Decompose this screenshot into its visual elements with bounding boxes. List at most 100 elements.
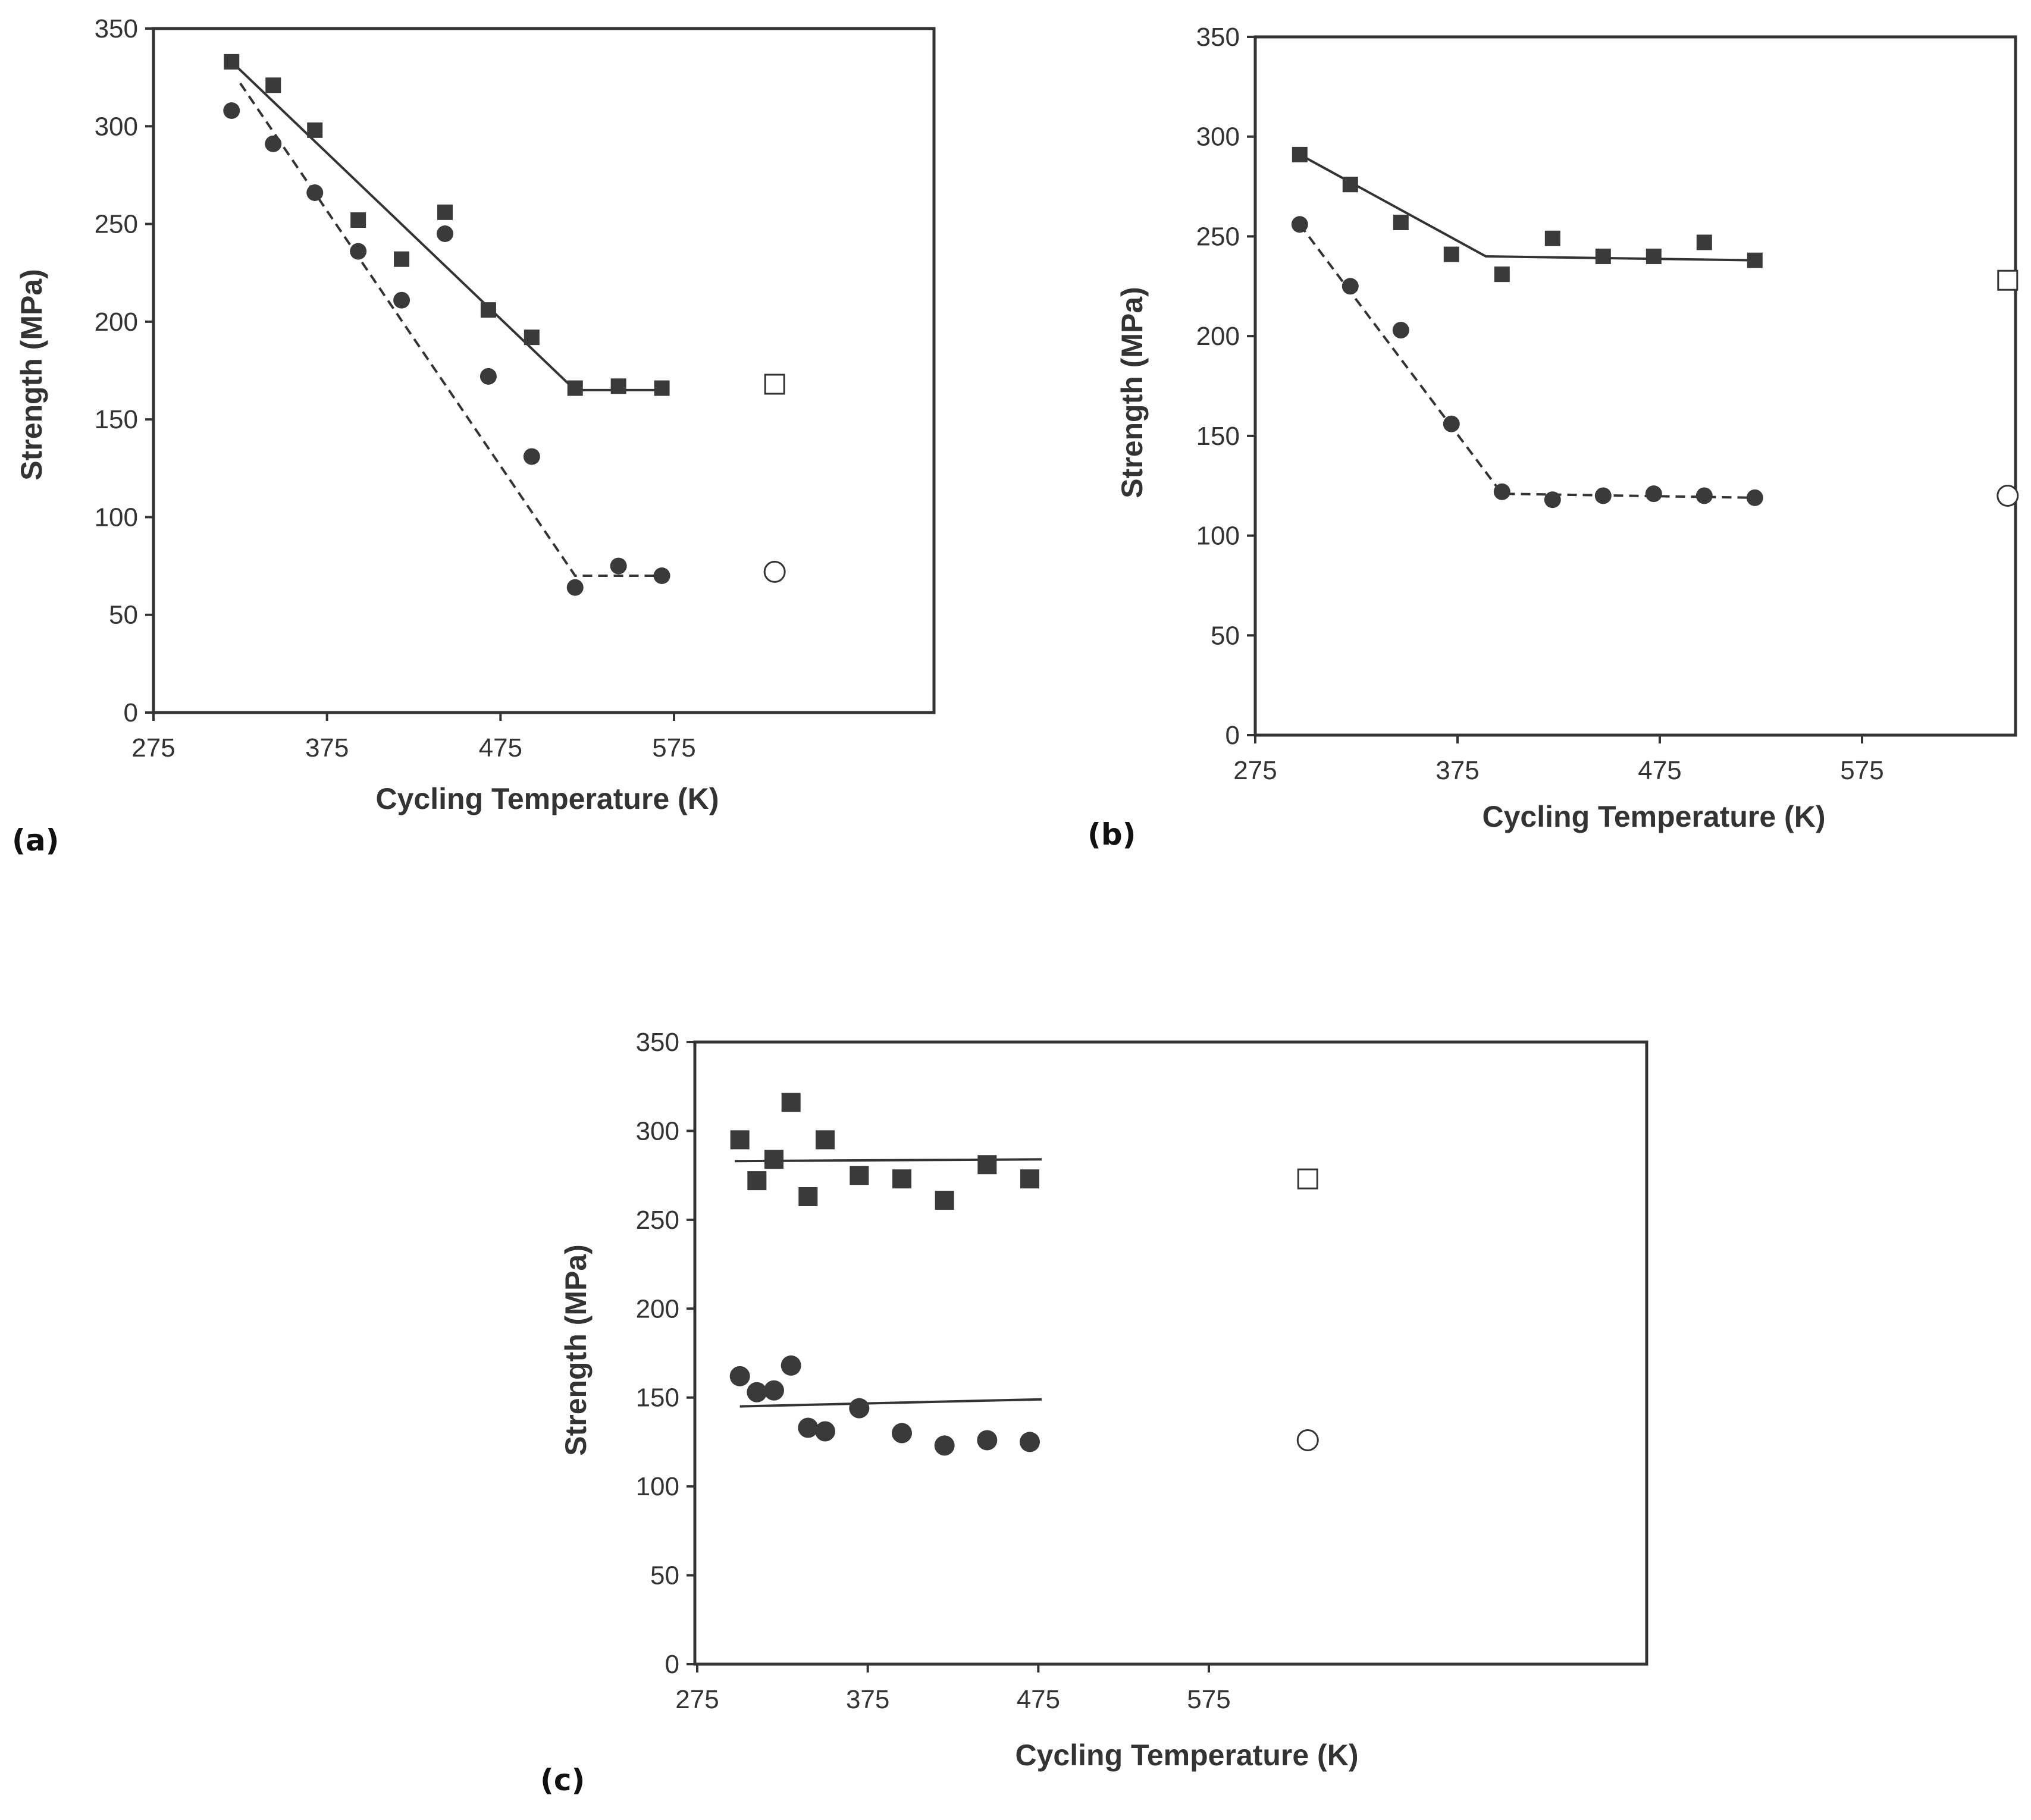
x-tick-label: 375 <box>305 733 349 762</box>
circle-data-point <box>306 184 324 201</box>
circle-data-point <box>1746 489 1763 506</box>
circle-data-point <box>798 1417 819 1438</box>
square-data-point <box>1292 146 1308 162</box>
square-data-point <box>224 54 240 70</box>
y-tick-label: 0 <box>665 1650 679 1679</box>
square-data-point <box>394 251 410 267</box>
y-axis-title: Strength (MPa) <box>559 1244 593 1456</box>
y-axis-title: Strength (MPa) <box>1115 287 1149 498</box>
y-tick-label: 150 <box>636 1383 679 1413</box>
circle-data-point <box>1392 322 1409 339</box>
circle-data-point <box>350 243 367 260</box>
y-tick-label: 200 <box>95 307 138 337</box>
y-tick-label: 0 <box>124 698 138 727</box>
square-data-point <box>747 1171 767 1191</box>
y-tick-label: 300 <box>1196 123 1240 152</box>
square-data-point <box>850 1166 869 1185</box>
y-tick-label: 350 <box>95 14 138 43</box>
x-tick-label: 375 <box>1436 756 1479 785</box>
square-data-point <box>1443 246 1459 262</box>
square-data-point <box>265 77 281 93</box>
circle-data-point <box>892 1423 912 1444</box>
plot-frame <box>152 27 936 714</box>
square-data-point <box>350 212 366 228</box>
circle-data-point <box>1645 485 1662 503</box>
reference-open-square <box>764 374 785 395</box>
circle-data-point <box>1544 491 1561 509</box>
y-tick-label: 50 <box>1211 621 1240 650</box>
circle-data-point <box>815 1421 835 1442</box>
plot-frame <box>693 1040 1648 1666</box>
x-tick-label: 575 <box>1187 1685 1230 1714</box>
circle-data-point <box>1020 1432 1040 1452</box>
reference-open-circle <box>763 560 786 583</box>
y-tick-label: 0 <box>1226 721 1240 750</box>
square-data-point <box>1646 248 1662 264</box>
square-data-point <box>524 330 540 346</box>
circles-fit-line <box>739 1398 1042 1408</box>
circle-data-point <box>781 1355 801 1376</box>
square-data-point <box>1696 234 1712 250</box>
circle-data-point <box>1443 415 1460 432</box>
reference-open-circle <box>1296 1429 1319 1451</box>
square-data-point <box>816 1130 835 1150</box>
square-data-point <box>654 380 670 396</box>
x-tick-label: 275 <box>675 1685 719 1714</box>
circle-data-point <box>437 225 453 242</box>
y-tick-label: 150 <box>1196 422 1240 451</box>
x-tick-label: 575 <box>652 733 695 762</box>
square-data-point <box>764 1150 783 1169</box>
square-data-point <box>1747 252 1763 268</box>
y-tick-label: 250 <box>95 210 138 239</box>
circle-data-point <box>977 1430 998 1451</box>
y-tick-label: 300 <box>636 1116 679 1146</box>
y-tick-label: 350 <box>1196 23 1240 52</box>
y-tick-label: 250 <box>636 1206 679 1235</box>
circle-data-point <box>479 368 497 385</box>
circle-data-point <box>393 291 410 309</box>
reference-open-circle <box>1996 484 2019 507</box>
square-data-point <box>437 204 453 220</box>
chart-panel-1: 0 50 100 150 200 250 300 350 275 375 475 575 Cycling… <box>1087 23 2019 852</box>
y-tick-label: 350 <box>636 1028 679 1057</box>
square-data-point <box>480 302 496 318</box>
circle-data-point <box>566 579 584 596</box>
circles-fit-line <box>1299 224 1755 499</box>
square-data-point <box>307 122 323 138</box>
panel-label: (a) <box>12 823 59 858</box>
square-data-point <box>1020 1169 1039 1189</box>
plot-frame <box>1253 35 2017 737</box>
y-tick-label: 200 <box>636 1294 679 1323</box>
squares-fit-line <box>1299 153 1755 262</box>
panel-label: (c) <box>540 1763 585 1797</box>
circle-data-point <box>1695 487 1713 504</box>
circle-data-point <box>1291 216 1308 233</box>
circle-data-point <box>523 448 540 465</box>
chart-panel-0: 0 50 100 150 200 250 300 350 275 375 475 575 Cycling… <box>12 14 936 858</box>
y-tick-label: 150 <box>95 405 138 434</box>
square-data-point <box>798 1187 818 1207</box>
x-tick-label: 375 <box>846 1685 889 1714</box>
y-tick-label: 100 <box>636 1472 679 1501</box>
square-data-point <box>892 1169 911 1189</box>
y-tick-label: 50 <box>650 1561 679 1590</box>
reference-open-square <box>1297 1168 1318 1190</box>
circle-data-point <box>729 1366 750 1386</box>
square-data-point <box>1595 248 1611 264</box>
square-data-point <box>935 1190 954 1210</box>
x-tick-label: 475 <box>1638 756 1681 785</box>
square-data-point <box>730 1130 750 1150</box>
square-data-point <box>781 1093 801 1112</box>
circles-fit-line <box>239 82 662 577</box>
square-data-point <box>1393 214 1409 230</box>
x-axis-title: Cycling Temperature (K) <box>1016 1739 1359 1772</box>
y-axis-title: Strength (MPa) <box>15 269 48 481</box>
square-data-point <box>567 380 583 396</box>
circle-data-point <box>610 557 627 575</box>
circle-data-point <box>764 1380 784 1401</box>
chart-panel-2: 0 50 100 150 200 250 300 350 275 375 475 575 Cycling… <box>540 1028 1648 1797</box>
square-data-point <box>977 1155 997 1175</box>
y-tick-label: 300 <box>95 112 138 141</box>
panel-label: (b) <box>1087 817 1136 852</box>
